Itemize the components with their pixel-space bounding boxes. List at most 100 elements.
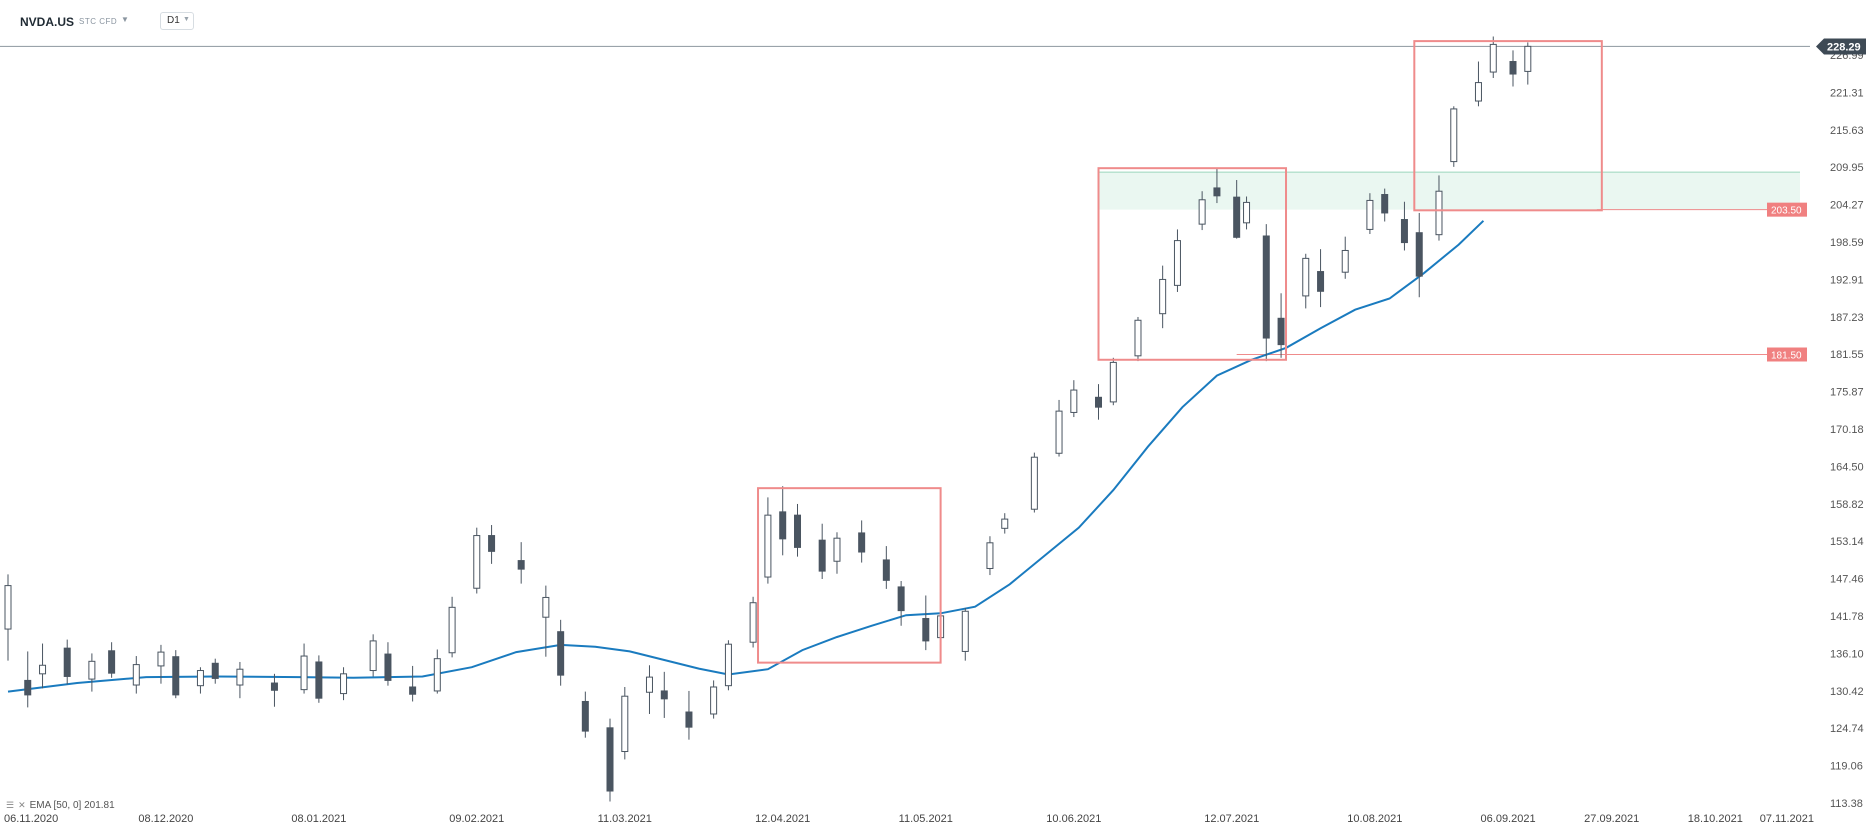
candle-body xyxy=(270,682,278,691)
candle-body xyxy=(542,596,550,618)
candle xyxy=(621,686,629,760)
candle-body xyxy=(1095,396,1103,408)
y-tick-label: 181.55 xyxy=(1830,349,1864,361)
y-tick-label: 221.31 xyxy=(1830,87,1864,99)
candle-body xyxy=(24,679,32,696)
instrument-type-label: STC CFD xyxy=(79,17,118,26)
candle-body xyxy=(236,668,244,686)
candle-body xyxy=(1277,317,1285,346)
candle xyxy=(488,525,496,564)
candle-body xyxy=(1055,410,1063,454)
candle xyxy=(1055,399,1063,457)
candle xyxy=(1159,265,1167,329)
candle-body xyxy=(645,676,653,693)
candle-body xyxy=(369,640,377,672)
candle-body xyxy=(660,690,668,700)
candle xyxy=(211,658,219,684)
candle-body xyxy=(384,653,392,681)
indicator-legend[interactable]: ☰ ✕ EMA [50, 0] 201.81 xyxy=(6,800,115,811)
candle xyxy=(340,667,348,701)
candle xyxy=(986,536,994,576)
candle xyxy=(448,596,456,658)
settings-icon[interactable]: ☰ xyxy=(6,800,15,810)
candle xyxy=(833,532,841,574)
consolidation-box xyxy=(757,487,942,664)
y-tick-label: 175.87 xyxy=(1830,387,1864,399)
candle xyxy=(384,642,392,686)
candle xyxy=(1317,249,1325,308)
candle-body xyxy=(132,664,140,686)
candle-body xyxy=(1435,190,1443,236)
candle xyxy=(108,642,116,678)
candle-body xyxy=(581,700,589,732)
candle xyxy=(4,574,12,661)
y-tick-label: 215.63 xyxy=(1830,125,1864,137)
candle-body xyxy=(409,686,417,695)
x-tick-label: 10.08.2021 xyxy=(1347,813,1402,825)
candle xyxy=(270,673,278,707)
candle xyxy=(1341,236,1349,279)
candle-body xyxy=(1415,232,1423,277)
candle-body xyxy=(300,655,308,691)
level-tag xyxy=(1767,347,1807,362)
candle xyxy=(1474,61,1482,107)
candle xyxy=(660,671,668,718)
candle-body xyxy=(1381,194,1389,214)
close-icon[interactable]: ✕ xyxy=(18,800,26,810)
y-tick-label: 164.50 xyxy=(1830,461,1864,473)
y-tick-label: 141.78 xyxy=(1830,611,1864,623)
candle-body xyxy=(448,606,456,654)
candle-body xyxy=(1213,187,1221,197)
candle-body xyxy=(315,661,323,699)
candle xyxy=(557,619,565,686)
candle xyxy=(1489,36,1497,78)
candle xyxy=(1450,106,1458,167)
candle-body xyxy=(1317,271,1325,292)
ema-line xyxy=(7,220,1485,693)
candle xyxy=(818,523,826,580)
candle xyxy=(606,718,614,802)
x-tick-label: 06.11.2020 xyxy=(4,813,58,825)
candle xyxy=(1030,452,1038,513)
candle-body xyxy=(724,643,732,687)
candle-body xyxy=(882,559,890,581)
candle-body xyxy=(172,656,180,696)
symbol-title[interactable]: NVDA.US xyxy=(20,15,75,29)
x-tick-label: 08.01.2021 xyxy=(291,813,346,825)
y-tick-label: 170.18 xyxy=(1830,424,1864,436)
timeframe-select[interactable]: D1 ▼ xyxy=(160,12,194,30)
candle-body xyxy=(488,535,496,552)
consolidation-box xyxy=(1413,40,1603,212)
candle xyxy=(409,665,417,702)
candle-body xyxy=(606,727,614,792)
candle-body xyxy=(473,535,481,589)
candle xyxy=(897,580,905,626)
candle-body xyxy=(340,673,348,695)
candle-body xyxy=(1198,199,1206,225)
candle xyxy=(1213,168,1221,204)
candle xyxy=(315,655,323,703)
candle-body xyxy=(986,542,994,569)
x-tick-label: 11.05.2021 xyxy=(899,813,953,825)
y-tick-label: 198.59 xyxy=(1830,237,1864,249)
candle-body xyxy=(4,585,12,630)
x-tick-label: 27.09.2021 xyxy=(1584,813,1639,825)
candle-body xyxy=(961,610,969,652)
instrument-dropdown-icon[interactable]: ▼ xyxy=(121,15,129,24)
candle xyxy=(473,527,481,594)
candle-body xyxy=(1159,278,1167,315)
candle xyxy=(369,634,377,677)
candle xyxy=(236,661,244,699)
y-tick-label: 204.27 xyxy=(1830,200,1864,212)
y-tick-label: 136.10 xyxy=(1830,648,1864,660)
candle-body xyxy=(1450,108,1458,163)
candle-body xyxy=(710,686,718,715)
candle-body xyxy=(1001,518,1009,529)
candle xyxy=(24,651,32,708)
chart-toolbar: NVDA.US STC CFD ▼ D1 ▼ xyxy=(0,0,1866,36)
candle-body xyxy=(818,539,826,572)
level-tag-label: 181.50 xyxy=(1771,351,1802,362)
candle-body xyxy=(1070,389,1078,413)
candle-body xyxy=(517,560,525,570)
